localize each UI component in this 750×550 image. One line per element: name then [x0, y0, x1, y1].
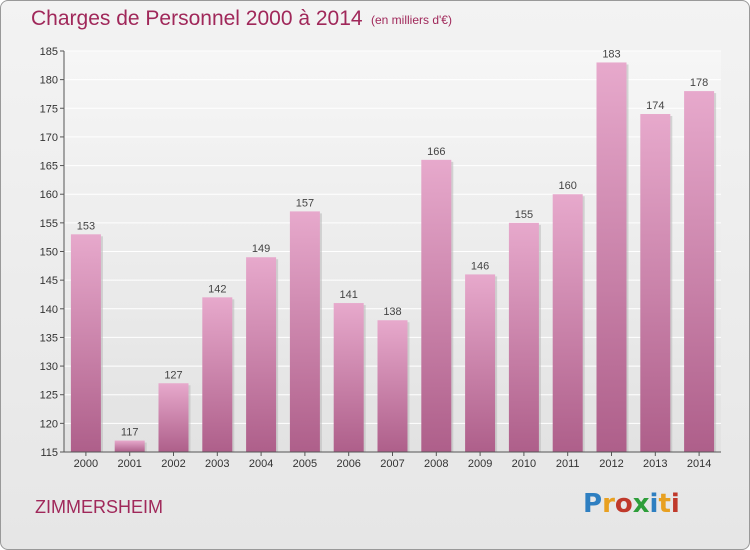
bar-2001: [114, 440, 145, 452]
municipality-name: ZIMMERSHEIM: [35, 497, 163, 517]
data-label: 127: [164, 369, 182, 381]
y-tick-label: 175: [40, 103, 58, 115]
y-tick-label: 140: [40, 304, 58, 316]
data-label: 174: [646, 100, 664, 112]
y-tick-label: 135: [40, 332, 58, 344]
logo-letter: P: [583, 489, 603, 519]
y-tick-label: 115: [40, 447, 58, 459]
x-tick-label: 2000: [74, 458, 98, 470]
bar-2012: [596, 62, 627, 452]
data-label: 142: [208, 283, 226, 295]
data-label: 155: [515, 209, 533, 221]
x-tick-label: 2006: [336, 458, 360, 470]
y-tick-label: 170: [40, 132, 58, 144]
data-label: 178: [690, 77, 708, 89]
bar-2006: [333, 303, 364, 452]
x-tick-label: 2009: [468, 458, 492, 470]
data-label: 138: [383, 306, 401, 318]
proxiti-logo: Proxiti: [583, 489, 680, 519]
bar-2000: [70, 234, 101, 452]
x-tick-label: 2014: [687, 458, 711, 470]
x-tick-label: 2013: [643, 458, 667, 470]
data-label: 166: [427, 146, 445, 158]
x-tick-label: 2012: [599, 458, 623, 470]
x-tick-label: 2008: [424, 458, 448, 470]
x-tick-label: 2003: [205, 458, 229, 470]
bar-2013: [640, 114, 671, 452]
chart-subtitle: (en milliers d'€): [371, 13, 452, 27]
logo-letter: o: [614, 489, 633, 519]
bar-2002: [158, 383, 189, 452]
x-tick-label: 2005: [293, 458, 317, 470]
bar-2010: [508, 222, 539, 452]
y-tick-label: 145: [40, 275, 58, 287]
y-tick-label: 160: [40, 189, 58, 201]
y-tick-label: 130: [40, 361, 58, 373]
logo-letter: i: [670, 489, 680, 519]
bar-2011: [552, 194, 583, 452]
bar-2005: [289, 211, 320, 452]
x-tick-label: 2002: [161, 458, 185, 470]
y-tick-label: 180: [40, 75, 58, 87]
data-label: 141: [340, 289, 358, 301]
data-label: 183: [602, 48, 620, 60]
bar-2008: [421, 159, 452, 453]
logo-letter: r: [602, 489, 615, 519]
y-tick-label: 165: [40, 161, 58, 173]
data-label: 157: [296, 197, 314, 209]
y-tick-label: 150: [40, 247, 58, 259]
x-tick-label: 2004: [249, 458, 273, 470]
bar-2009: [465, 274, 496, 452]
y-tick-label: 185: [40, 46, 58, 58]
x-tick-label: 2010: [512, 458, 536, 470]
y-tick-label: 120: [40, 418, 58, 430]
logo-letter: x: [632, 489, 650, 519]
data-label: 146: [471, 260, 489, 272]
bar-2003: [202, 297, 233, 452]
x-tick-label: 2001: [117, 458, 141, 470]
y-tick-label: 125: [40, 390, 58, 402]
data-label: 117: [121, 427, 139, 439]
data-label: 153: [77, 220, 95, 232]
data-label: 149: [252, 243, 270, 255]
x-tick-label: 2007: [380, 458, 404, 470]
x-tick-label: 2011: [556, 458, 580, 470]
chart-title: Charges de Personnel 2000 à 2014: [31, 7, 363, 30]
bar-2007: [377, 320, 408, 452]
logo-letter: i: [649, 489, 659, 519]
bar-2004: [246, 257, 277, 452]
y-tick-label: 155: [40, 218, 58, 230]
data-label: 160: [559, 180, 577, 192]
logo-letter: t: [658, 489, 671, 519]
bar-2014: [684, 91, 715, 452]
